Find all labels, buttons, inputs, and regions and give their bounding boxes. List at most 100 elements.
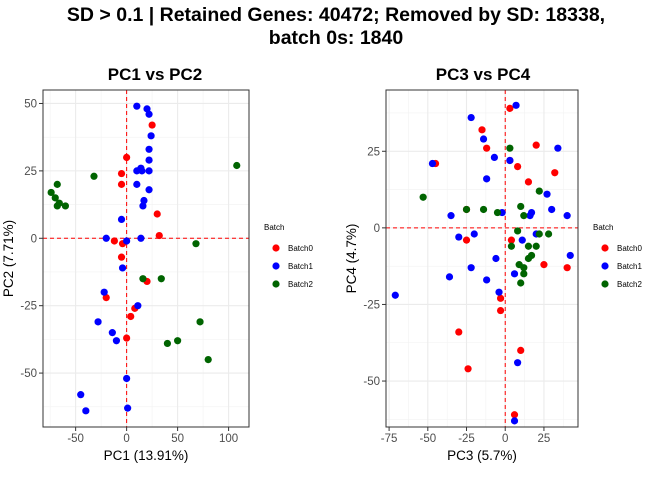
p1-point-batch1-22: [108, 329, 116, 337]
p2-point-batch0-19: [510, 411, 519, 419]
p2-legend-marker-batch2: [601, 280, 609, 288]
p2-y-tick-label-1: -25: [363, 299, 380, 311]
p1-point-batch1-8: [138, 167, 146, 175]
p1-point-batch1-21: [94, 318, 102, 326]
p2-point-batch1-12: [447, 212, 455, 220]
p2-point-batch2-12: [507, 242, 516, 250]
p2-y-axis-label: PC4 (4.7%): [344, 224, 359, 294]
p1-point-batch1-12: [139, 202, 147, 210]
p2-point-batch1-24: [495, 288, 503, 296]
p1-point-batch2-11: [196, 318, 204, 326]
p2-point-batch1-19: [510, 270, 519, 278]
p2-legend-marker-batch0: [601, 244, 609, 252]
p1-point-batch1-16: [123, 237, 131, 245]
p2-x-tick-label-0: -75: [381, 433, 398, 445]
p2-point-batch0-8: [524, 178, 533, 186]
p2-point-batch0-5: [532, 141, 540, 149]
p2-point-batch1-9: [548, 205, 556, 214]
p2-legend-label-batch2: Batch2: [617, 280, 642, 289]
p1-point-batch0-12: [123, 334, 131, 342]
p1-point-batch1-13: [133, 180, 141, 188]
p1-y-tick-label-0: -50: [20, 368, 37, 380]
p2-point-batch0-2: [483, 144, 491, 152]
p1-point-batch0-6: [110, 237, 118, 245]
p2-point-batch1-8: [543, 190, 551, 198]
p1-point-batch1-23: [112, 337, 121, 345]
p2-point-batch1-2: [479, 135, 488, 143]
p1-point-batch0-11: [127, 312, 135, 321]
p1-y-tick-label-3: 25: [24, 166, 37, 178]
p1-plot-area: [43, 90, 249, 427]
p2-point-batch2-19: [535, 187, 543, 195]
p2-point-batch2-11: [514, 227, 522, 235]
p2-point-batch2-5: [517, 202, 525, 211]
p2-point-batch1-6: [483, 175, 491, 183]
p2-point-batch0-10: [462, 236, 471, 244]
p1-point-batch1-17: [137, 234, 145, 242]
p1-point-batch1-15: [102, 234, 110, 242]
p1-point-batch2-13: [163, 339, 172, 348]
p1-point-batch2-5: [61, 202, 70, 210]
p2-point-batch0-13: [563, 264, 571, 272]
p2-point-batch0-7: [551, 169, 559, 177]
p2-point-batch2-9: [532, 242, 540, 250]
p2-point-batch1-7: [554, 144, 562, 152]
p2-panel-border: [385, 89, 579, 428]
p1-point-batch1-19: [100, 288, 108, 296]
p2-point-batch2-4: [493, 208, 502, 217]
p2-point-batch2-1: [419, 193, 427, 201]
p2-point-batch1-14: [526, 212, 534, 220]
p2-point-batch1-17: [492, 254, 500, 263]
p2-point-batch0-12: [540, 261, 548, 269]
p1-point-batch1-25: [77, 391, 85, 399]
p1-point-batch2-2: [53, 180, 61, 188]
p2-legend-label-batch0: Batch0: [617, 244, 642, 253]
p2-point-batch1-23: [467, 264, 475, 272]
p2-point-batch1-27: [514, 359, 522, 367]
p2-point-batch2-0: [506, 144, 514, 152]
p1-legend-marker-batch2: [272, 280, 280, 288]
p1-point-batch1-14: [117, 215, 126, 224]
main-title-line-2: batch 0s: 1840: [268, 27, 404, 49]
p1-legend-title: Batch: [264, 223, 284, 232]
p1-point-batch2-6: [53, 202, 61, 210]
p2-point-batch2-6: [520, 212, 528, 220]
p2-x-tick-label-4: 25: [538, 433, 551, 445]
p2-point-batch1-21: [455, 233, 463, 241]
p2-point-batch0-15: [464, 365, 472, 373]
p2-point-batch1-15: [518, 236, 526, 244]
p1-point-batch1-24: [123, 374, 131, 383]
p1-point-batch2-7: [233, 161, 241, 170]
p1-point-batch2-14: [204, 356, 212, 364]
p1-point-batch1-4: [145, 145, 153, 153]
p1-point-batch1-18: [118, 264, 127, 272]
p2-panel-title: PC3 vs PC4: [436, 65, 531, 84]
p1-legend-label-batch2: Batch2: [288, 280, 313, 289]
p2-legend-marker-batch1: [601, 262, 609, 270]
p1-point-batch1-26: [82, 407, 90, 415]
p1-point-batch2-8: [192, 240, 200, 248]
p2-point-batch2-15: [524, 254, 533, 263]
p2-point-batch1-20: [483, 276, 491, 284]
p1-point-batch0-2: [117, 180, 126, 188]
p2-point-batch1-5: [506, 156, 514, 165]
p1-x-tick-label-3: 100: [219, 433, 238, 445]
p1-point-batch2-3: [51, 194, 59, 202]
p1-point-batch1-5: [145, 156, 153, 164]
p1-point-batch1-2: [145, 110, 153, 118]
p2-x-tick-label-2: -25: [458, 433, 475, 445]
p2-point-batch1-28: [510, 417, 519, 425]
p1-point-batch2-1: [47, 188, 55, 197]
p1-legend-label-batch0: Batch0: [288, 244, 313, 253]
p1-point-batch1-10: [145, 186, 153, 194]
p1-point-batch1-3: [147, 132, 155, 140]
p1-legend-label-batch1: Batch1: [288, 262, 313, 271]
p2-plot-area: [386, 90, 578, 427]
p1-point-batch2-10: [157, 275, 165, 283]
p2-y-tick-label-3: 25: [367, 146, 380, 158]
p1-panel-border: [42, 89, 250, 428]
p2-point-batch2-3: [479, 205, 488, 214]
p2-legend-label-batch1: Batch1: [617, 262, 642, 271]
p1-x-tick-label-0: -50: [67, 433, 84, 445]
